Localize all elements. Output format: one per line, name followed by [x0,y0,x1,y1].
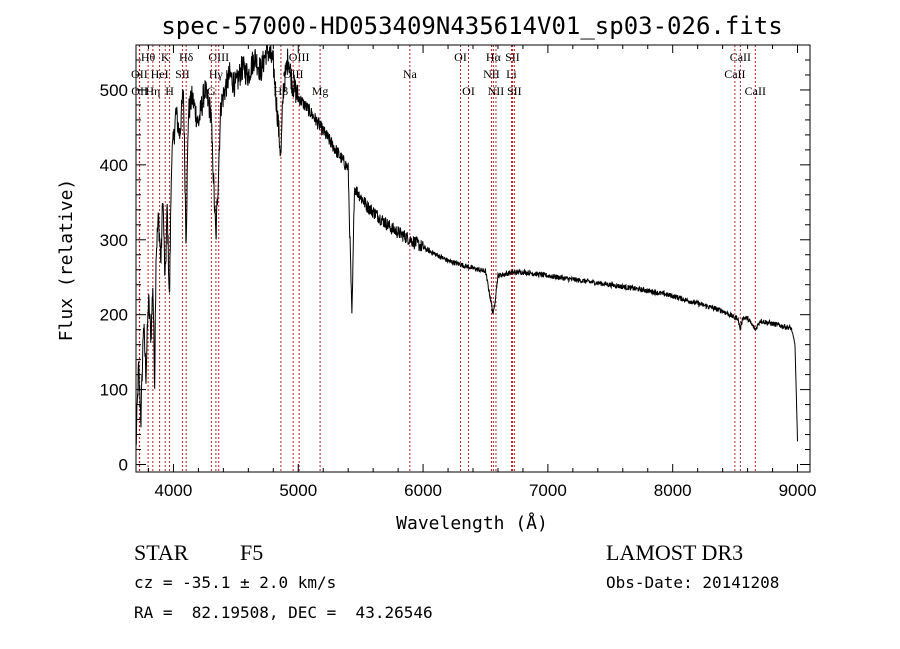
x-tick-label: 5000 [279,481,317,500]
line-label: G [207,84,216,98]
y-tick-label: 100 [100,381,128,400]
x-tick-label: 9000 [779,481,817,500]
line-label: HeI [151,67,169,81]
y-axis-label: Flux (relative) [56,179,77,342]
line-label: Hα [486,50,502,64]
object-class: STAR [134,540,189,565]
line-label: OIII [208,50,229,64]
line-label: OI [462,84,475,98]
line-label: Hδ [179,50,194,64]
plot-frame [135,44,811,473]
y-tick-label: 0 [119,456,128,475]
y-tick-label: 500 [100,81,128,100]
x-axis-label: Wavelength (Å) [396,512,548,534]
line-label: Hγ [209,67,224,81]
line-label: Mg [312,84,329,98]
line-label: NII [483,67,500,81]
x-tick-label: 4000 [155,481,193,500]
y-axis: 0 100 200 300 400 500 [100,59,810,475]
line-label: SII [505,50,520,64]
line-label: Hη [145,84,160,98]
x-tick-label: 6000 [404,481,442,500]
survey-name: LAMOST DR3 [606,540,743,565]
line-label: OII [131,84,148,98]
x-tick-label: 7000 [529,481,567,500]
redshift-cz: cz = -35.1 ± 2.0 km/s [134,573,336,592]
chart-title: spec-57000-HD053409N435614V01_sp03-026.f… [161,12,782,40]
x-axis: 4000 5000 6000 7000 8000 9000 [147,45,817,500]
y-tick-label: 200 [100,306,128,325]
observation-date: Obs-Date: 20141208 [606,573,779,592]
line-label: CaII [724,67,745,81]
line-label: OIII [289,50,310,64]
line-label: Li [506,67,517,81]
line-label: CaII [730,50,751,64]
spectrum-series-line [135,44,798,446]
y-tick-label: 300 [100,231,128,250]
line-label: OI [454,50,467,64]
line-label: CaII [745,84,766,98]
line-label: SII [175,67,190,81]
line-label: NII [488,84,505,98]
line-label: OIII [283,67,304,81]
y-tick-label: 400 [100,156,128,175]
spectral-subclass: F5 [240,540,263,565]
line-label: K [161,50,170,64]
line-label: H [165,84,174,98]
line-label: Na [403,67,418,81]
line-label: SII [507,84,522,98]
line-label: Hθ [141,50,156,64]
plot-area [135,44,798,446]
x-tick-label: 8000 [654,481,692,500]
coordinates: RA = 82.19508, DEC = 43.26546 [134,603,433,622]
